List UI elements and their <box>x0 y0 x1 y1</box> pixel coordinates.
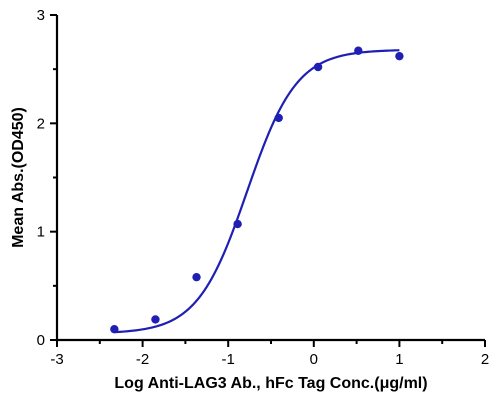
x-tick-label: 0 <box>310 351 318 368</box>
data-point <box>313 62 323 72</box>
x-tick-label: -3 <box>50 351 63 368</box>
x-tick-label: -2 <box>136 351 149 368</box>
x-tick-label: 2 <box>481 351 489 368</box>
y-tick-label: 3 <box>37 7 45 24</box>
data-point <box>354 46 363 55</box>
data-point <box>110 324 119 334</box>
y-tick-label: 1 <box>37 224 45 241</box>
fit-curve-layer <box>114 49 400 334</box>
data-point <box>395 51 404 61</box>
y-tick-label: 0 <box>37 332 45 349</box>
data-point <box>233 219 242 229</box>
x-tick-label: -1 <box>222 351 235 368</box>
y-axis-label: Mean Abs.(OD450) <box>10 107 27 248</box>
y-ticks: 0 1 2 3 <box>37 7 57 349</box>
data-points <box>110 46 404 334</box>
y-tick-label: 2 <box>37 115 45 132</box>
x-ticks: -3 -2 -1 0 1 2 <box>50 340 489 368</box>
data-point <box>151 315 160 324</box>
data-point <box>274 113 283 123</box>
axes <box>55 15 485 342</box>
x-tick-label: 1 <box>395 351 403 368</box>
fit-curve <box>114 49 400 334</box>
data-point <box>192 272 201 282</box>
x-axis-label: Log Anti-LAG3 Ab., hFc Tag Conc.(μg/ml) <box>114 375 427 392</box>
